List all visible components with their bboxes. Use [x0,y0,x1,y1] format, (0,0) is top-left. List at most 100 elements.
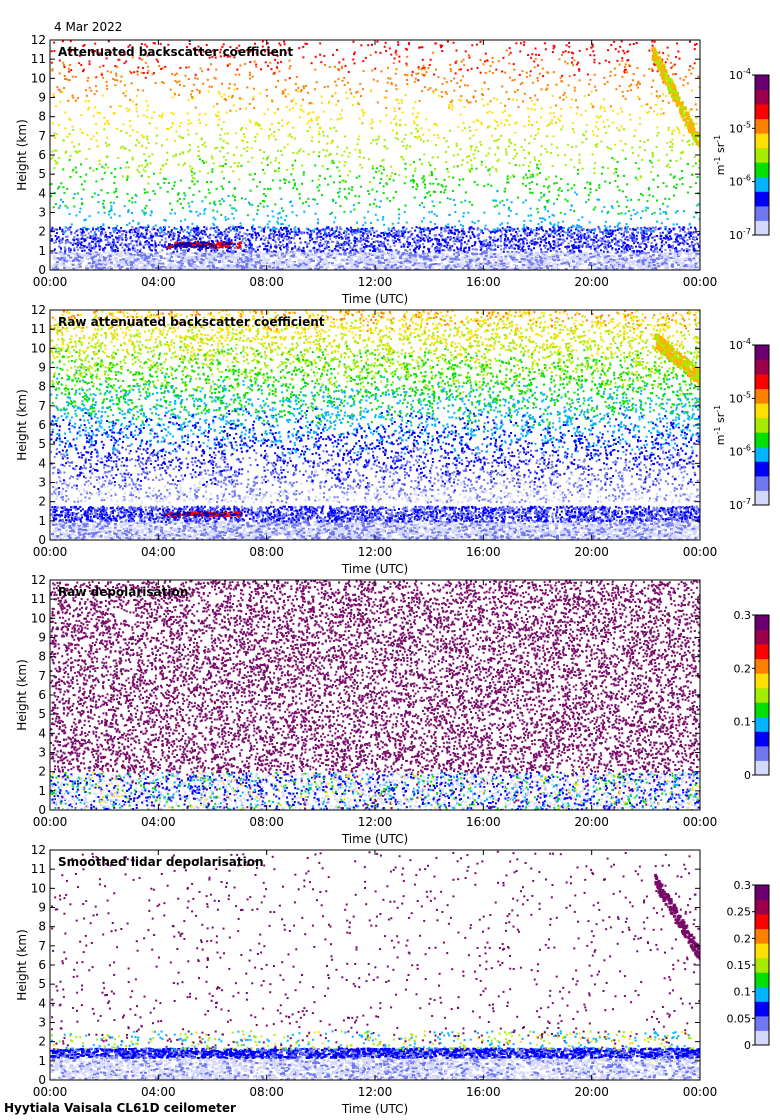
data-cell [460,241,463,244]
data-cell [345,231,348,234]
data-cell [552,255,556,258]
data-cell [147,243,150,246]
data-cell [611,262,615,265]
data-cell [647,251,650,254]
data-cell [413,255,417,258]
data-cell [91,263,95,266]
data-cell [576,260,580,263]
data-cell [590,231,592,234]
data-cell [587,234,590,237]
data-cell [546,231,549,234]
data-cell [91,247,94,250]
data-cell [431,228,434,231]
data-cell [377,234,380,237]
data-cell [237,233,240,236]
data-cell [120,260,124,263]
data-cell [249,244,252,246]
data-cell [691,267,695,270]
data-cell [135,235,138,238]
data-cell [552,247,554,249]
data-cell [498,266,502,269]
data-cell [409,234,412,237]
data-cell [667,239,670,241]
data-cell [341,258,345,261]
data-cell [356,263,360,266]
data-cell [630,252,634,255]
data-cell [276,255,280,258]
data-cell [386,265,390,268]
data-cell [285,245,288,248]
data-cell [226,231,229,233]
data-cell [335,242,338,245]
data-cell [209,263,213,266]
data-cell [234,234,237,237]
data-cell [558,238,561,241]
data-cell [595,246,598,249]
data-cell [525,227,528,230]
data-cell [76,246,78,248]
data-cell [163,257,167,260]
data-cell [243,242,246,245]
data-cell [266,250,269,253]
data-cell [688,249,691,252]
data-cell [193,227,195,230]
data-cell [207,266,211,269]
data-cell [431,245,433,248]
data-cell [589,245,592,248]
data-cell [319,232,322,235]
data-cell [378,250,381,253]
data-cell [489,265,493,268]
data-cell [667,237,669,240]
data-cell [255,252,259,255]
data-cell [417,268,421,270]
data-cell [164,266,168,269]
data-cell [652,250,656,253]
data-cell [476,265,480,268]
data-cell [680,262,684,265]
data-cell [272,229,275,232]
data-cell [278,234,281,237]
data-cell [294,268,298,270]
data-cell [227,259,231,262]
data-cell [492,267,496,270]
data-cell [683,236,686,238]
data-cell [293,252,297,255]
data-cell [79,254,83,257]
data-cell [507,228,510,231]
data-cell [399,234,402,237]
data-cell [199,261,203,264]
data-cell [437,247,440,249]
data-cell [569,249,572,252]
data-cell [601,242,604,245]
data-cell [502,228,505,231]
data-cell [665,263,668,265]
data-cell [314,251,317,254]
data-cell [471,248,474,251]
data-cell [492,263,496,265]
data-cell [347,228,350,231]
data-cell [79,242,82,245]
data-cell [197,227,200,229]
data-cell [527,259,531,262]
data-cell [644,248,646,251]
data-cell [554,242,557,245]
data-cell [98,237,101,240]
data-cell [356,227,359,230]
data-cell [538,256,542,258]
data-cell [656,250,659,253]
data-cell [130,228,133,231]
data-cell [678,243,681,246]
data-cell [418,240,421,243]
data-cell [325,246,328,249]
data-cell [478,232,481,235]
data-cell [374,261,378,264]
data-cell [318,235,321,238]
data-cell [98,248,101,251]
data-cell [155,252,159,255]
data-cell [380,243,383,246]
data-cell [71,260,75,262]
data-cell [366,244,369,247]
data-cell [275,254,279,257]
data-cell [287,263,291,266]
data-cell [641,261,645,263]
